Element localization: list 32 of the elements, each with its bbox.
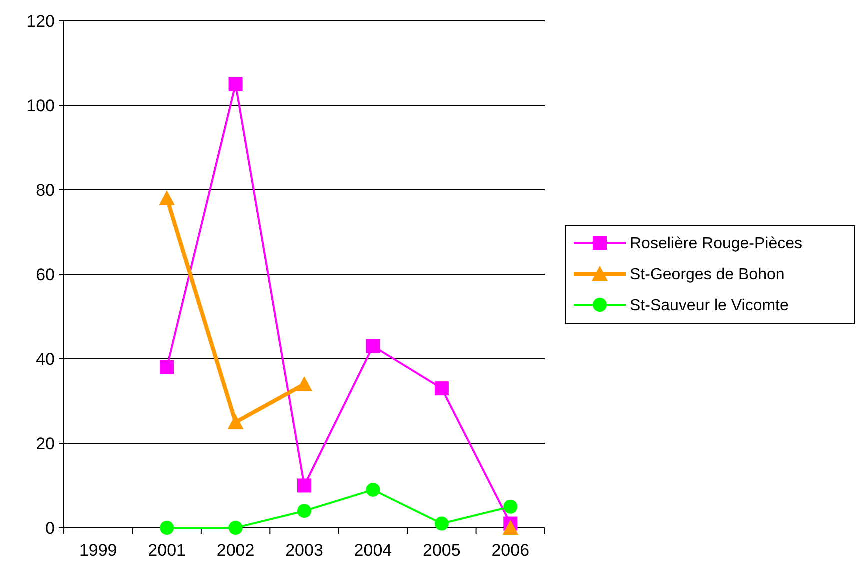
legend-label: St-Sauveur le Vicomte [630, 298, 789, 315]
y-tick-label: 80 [36, 180, 55, 200]
y-tick-label: 0 [46, 518, 55, 538]
point [434, 516, 449, 531]
point [298, 478, 312, 493]
point [228, 521, 243, 535]
y-tick-label: 20 [36, 434, 55, 454]
point [228, 77, 243, 92]
point [298, 504, 312, 518]
x-tick-label: 2002 [216, 541, 255, 560]
y-tick-label: 100 [26, 96, 55, 116]
x-tick-label: 2003 [286, 541, 324, 560]
legend-label: St-Georges de Bohon [630, 266, 785, 284]
x-tick-label: 2005 [423, 541, 461, 560]
point [160, 360, 174, 374]
point [160, 521, 174, 535]
y-tick-label: 40 [36, 350, 55, 369]
point [296, 376, 312, 392]
y-tick-label: 60 [36, 265, 55, 284]
x-tick-label: 1999 [79, 541, 118, 560]
point [434, 382, 449, 396]
x-tick-label: 2006 [492, 541, 530, 560]
x-tick-label: 2001 [148, 541, 186, 560]
point [228, 414, 244, 430]
point [502, 520, 519, 535]
y-tick-label: 120 [26, 12, 55, 31]
point [366, 339, 380, 354]
point [159, 190, 176, 206]
point [366, 482, 380, 497]
point [504, 500, 518, 514]
legend-label: Roselière Rouge-Pièces [630, 236, 803, 253]
x-tick-label: 2004 [354, 541, 392, 560]
